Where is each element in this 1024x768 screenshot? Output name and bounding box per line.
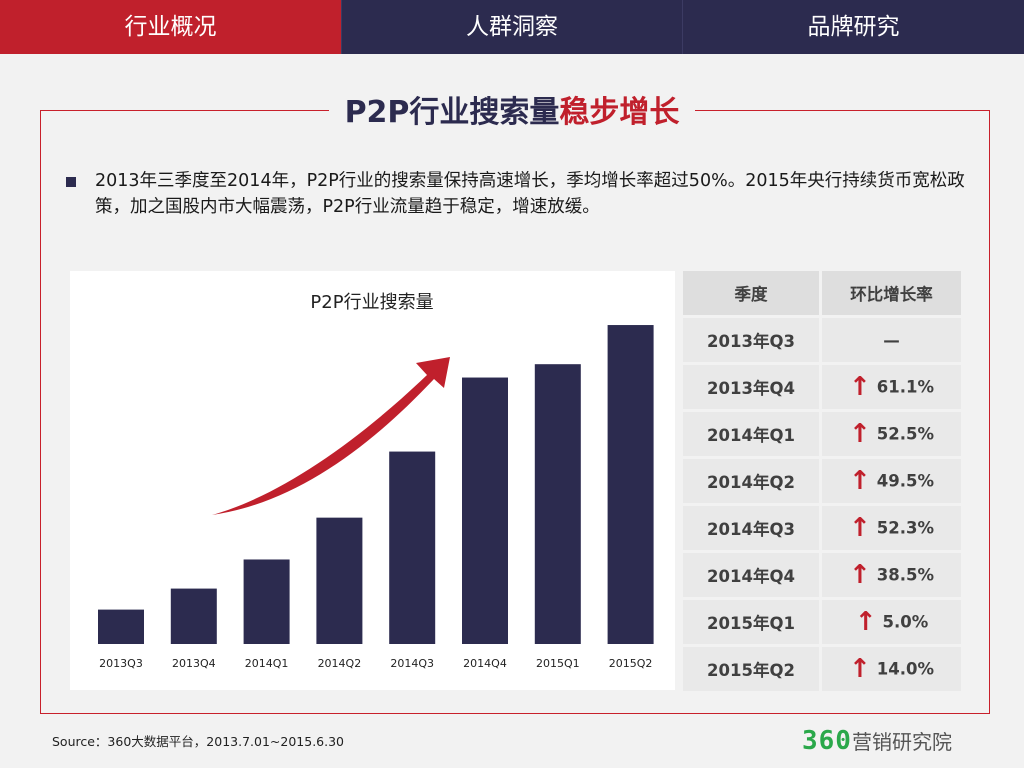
bar-2013Q4 [170, 588, 217, 644]
up-arrow-icon: ↑ [848, 654, 871, 684]
tab-industry-overview[interactable]: 行业概况 [0, 0, 341, 54]
top-nav: 行业概况 人群洞察 品牌研究 [0, 0, 1024, 54]
growth-rate-value: 5.0% [882, 612, 929, 632]
quarter-cell: 2014年Q2 [683, 459, 819, 503]
tab-audience-insight[interactable]: 人群洞察 [341, 0, 682, 54]
growth-rate-value: — [883, 331, 900, 350]
bar-2015Q2 [607, 325, 654, 644]
growth-table: 季度 环比增长率 2013年Q3—2013年Q4 ↑ 61.1% 2014年Q1 ↑ 52… [680, 268, 964, 694]
x-tick-label: 2013Q3 [99, 657, 143, 670]
brand-logo: 360营销研究院 [802, 726, 952, 756]
table-row: 2014年Q1 ↑ 52.5% [683, 412, 961, 456]
logo-number: 360 [802, 726, 852, 756]
table-row: 2014年Q4 ↑ 38.5% [683, 553, 961, 597]
tab-brand-research[interactable]: 品牌研究 [682, 0, 1024, 54]
x-tick-label: 2014Q2 [318, 657, 362, 670]
title-wrap: P2P行业搜索量稳步增长 [0, 84, 1024, 134]
growth-rate-cell: ↑ 14.0% [822, 647, 961, 691]
x-tick-label: 2014Q4 [463, 657, 507, 670]
quarter-cell: 2014年Q4 [683, 553, 819, 597]
up-arrow-icon: ↑ [848, 513, 871, 543]
growth-rate-cell: — [822, 318, 961, 362]
growth-rate-cell: ↑ 38.5% [822, 553, 961, 597]
bullet-square-icon [66, 177, 76, 187]
quarter-cell: 2013年Q3 [683, 318, 819, 362]
table-row: 2015年Q1 ↑ 5.0% [683, 600, 961, 644]
growth-rate-cell: ↑ 5.0% [822, 600, 961, 644]
trend-arrow-icon [212, 357, 450, 515]
bar-2013Q3 [98, 609, 144, 644]
quarter-cell: 2013年Q4 [683, 365, 819, 409]
growth-rate-value: 61.1% [876, 377, 935, 397]
growth-rate-value: 52.5% [876, 424, 935, 444]
logo-text: 营销研究院 [851, 730, 952, 754]
up-arrow-icon: ↑ [848, 419, 871, 449]
title-main: P2P行业搜索量 [344, 95, 560, 130]
chart-panel: P2P行业搜索量 2013Q3 2013Q4 2014Q1 2014Q2 2014Q3 20… [70, 271, 675, 690]
up-arrow-icon: ↑ [848, 466, 871, 496]
description-text: 2013年三季度至2014年，P2P行业的搜索量保持高速增长，季均增长率超过50… [95, 171, 965, 217]
x-tick-label: 2014Q3 [390, 657, 434, 670]
page-title: P2P行业搜索量稳步增长 [328, 87, 696, 131]
growth-rate-value: 52.3% [876, 518, 935, 538]
x-tick-label: 2015Q1 [536, 657, 580, 670]
title-highlight: 稳步增长 [559, 95, 680, 130]
header-quarter: 季度 [683, 271, 819, 315]
chart-title: P2P行业搜索量 [310, 292, 433, 313]
bar-2014Q1 [243, 559, 290, 644]
bar-2014Q4 [462, 377, 508, 644]
quarter-cell: 2014年Q3 [683, 506, 819, 550]
quarter-cell: 2015年Q2 [683, 647, 819, 691]
bar-chart: P2P行业搜索量 2013Q3 2013Q4 2014Q1 2014Q2 2014Q3 20… [98, 292, 654, 670]
growth-rate-value: 38.5% [876, 565, 935, 585]
growth-rate-value: 14.0% [876, 659, 935, 679]
growth-rate-cell: ↑ 61.1% [822, 365, 961, 409]
x-tick-label: 2013Q4 [172, 657, 216, 670]
header-growth-rate: 环比增长率 [822, 271, 961, 315]
table-row: 2013年Q4 ↑ 61.1% [683, 365, 961, 409]
quarter-cell: 2014年Q1 [683, 412, 819, 456]
bar-2014Q3 [389, 451, 436, 644]
growth-rate-cell: ↑ 52.5% [822, 412, 961, 456]
x-tick-label: 2015Q2 [609, 657, 653, 670]
source-note: Source：360大数据平台，2013.7.01~2015.6.30 [52, 734, 344, 749]
table-header-row: 季度 环比增长率 [683, 271, 961, 315]
table-row: 2015年Q2 ↑ 14.0% [683, 647, 961, 691]
growth-rate-cell: ↑ 52.3% [822, 506, 961, 550]
quarter-cell: 2015年Q1 [683, 600, 819, 644]
table-row: 2014年Q3 ↑ 52.3% [683, 506, 961, 550]
up-arrow-icon: ↑ [848, 372, 871, 402]
table-body: 2013年Q3—2013年Q4 ↑ 61.1% 2014年Q1 ↑ 52.5% 2014年Q… [683, 318, 961, 691]
up-arrow-icon: ↑ [848, 560, 871, 590]
growth-rate-cell: ↑ 49.5% [822, 459, 961, 503]
table-row: 2013年Q3 — [683, 318, 961, 362]
bar-2014Q2 [316, 517, 363, 644]
table-row: 2014年Q2 ↑ 49.5% [683, 459, 961, 503]
x-tick-label: 2014Q1 [245, 657, 289, 670]
up-arrow-icon: ↑ [854, 607, 877, 637]
bar-2015Q1 [534, 364, 581, 644]
growth-rate-value: 49.5% [876, 471, 935, 491]
